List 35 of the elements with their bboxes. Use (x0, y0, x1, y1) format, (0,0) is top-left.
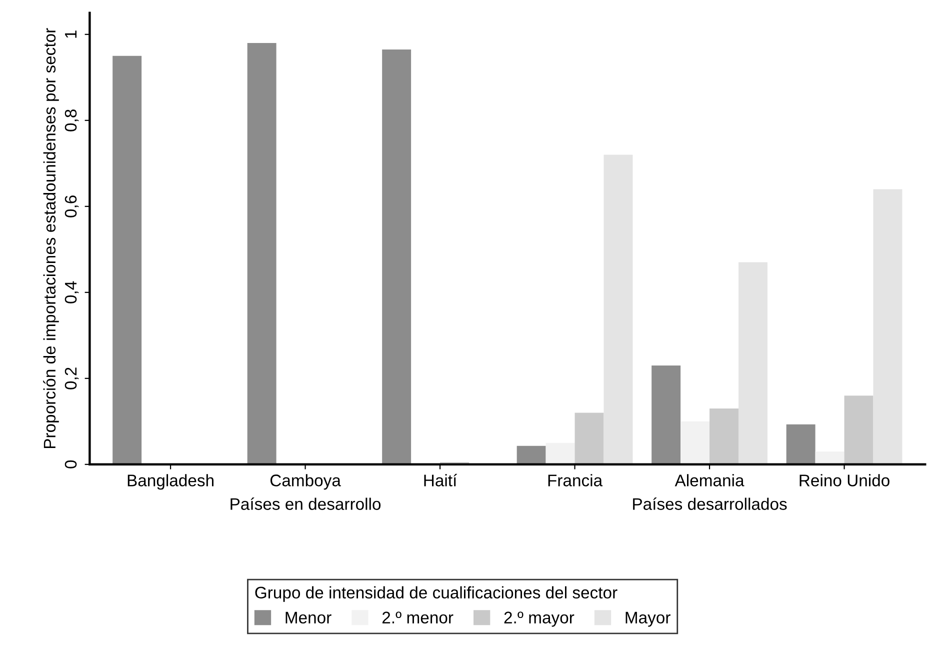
legend-label: 2.º mayor (504, 612, 574, 627)
bar (112, 56, 142, 464)
text: Países en desarrollo (230, 498, 381, 510)
bar (247, 43, 276, 464)
bar (516, 446, 546, 464)
y-axis-title: Proporción de importaciones estadounidenses por sector (43, 28, 59, 448)
bar (604, 154, 633, 464)
x-tick-label: Reino Unido (800, 474, 890, 486)
y-tick-label: 0,8 (64, 110, 79, 132)
x-tick-label: Bangladesh (128, 474, 214, 490)
legend-label: Mayor (626, 612, 670, 627)
text: Países desarrollados (633, 498, 787, 510)
x-tick-label: Camboya (270, 474, 341, 490)
bar (873, 189, 902, 464)
y-tick-label: 0 (64, 460, 77, 468)
y-tick-label: 1 (65, 30, 76, 38)
y-tick-label: 0,6 (64, 196, 79, 218)
x-tick-label: Haití (424, 474, 458, 486)
bar (815, 452, 844, 464)
legend-label: Menor (286, 612, 332, 624)
bar (844, 396, 874, 464)
bar (546, 442, 575, 464)
legend-label: 2.º menor (382, 612, 454, 624)
bar (652, 366, 681, 464)
bar (710, 408, 738, 464)
y-tick-label: 0,2 (64, 368, 79, 390)
bar (574, 412, 604, 464)
legend-title: Grupo de intensidad de cualificaciones del sector (255, 586, 618, 602)
y-tick-label: 0,4 (64, 281, 79, 304)
bar (738, 262, 768, 464)
bar (786, 424, 816, 464)
bar (680, 421, 710, 464)
bar (382, 49, 412, 464)
x-tick-label: Alemania (674, 474, 744, 486)
x-tick-label: Francia (548, 474, 603, 486)
